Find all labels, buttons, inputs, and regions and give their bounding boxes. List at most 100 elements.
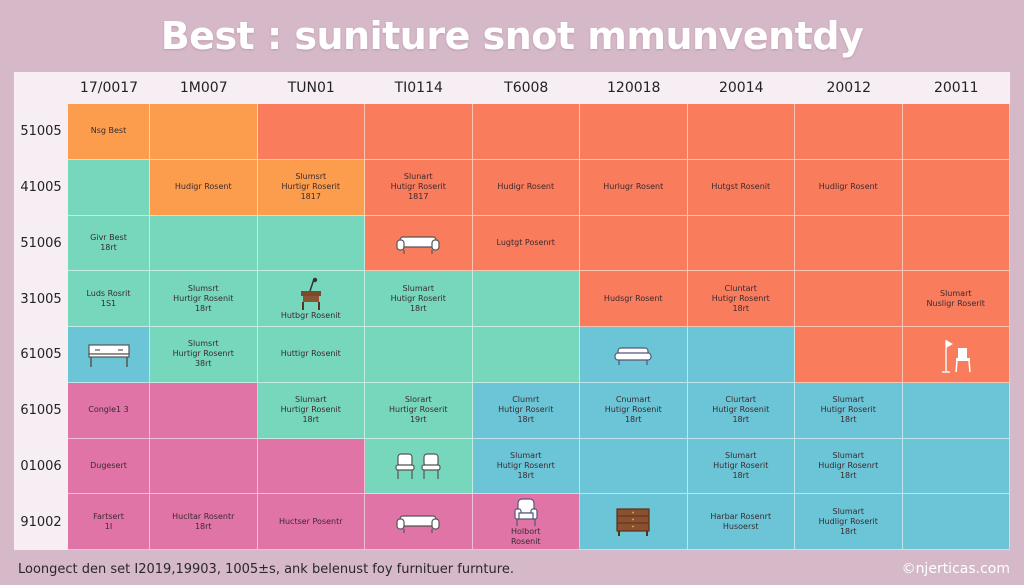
cell-text: Nusligr Roserit bbox=[926, 298, 985, 308]
cell-text: Clumrt bbox=[512, 395, 540, 405]
heatmap-cell bbox=[150, 382, 258, 439]
cell-text: 18rt bbox=[100, 242, 117, 252]
cell-text: Hurlugr Rosent bbox=[603, 182, 664, 192]
column-header: 20014 bbox=[687, 72, 795, 104]
heatmap-cell: Hudligr Rosent bbox=[795, 159, 903, 216]
cell-text: Luds Rosrit bbox=[86, 288, 131, 298]
corner-cell bbox=[14, 72, 68, 104]
heatmap-cell: Clurtart Hutigr Rosenit 18rt bbox=[687, 382, 795, 439]
cell-text: Hutigr Roserit bbox=[498, 405, 554, 415]
cell-text: Holbort bbox=[510, 527, 541, 537]
heatmap-cell bbox=[580, 215, 688, 272]
heatmap-cell bbox=[902, 494, 1010, 550]
heatmap-cell: Congle1 3 bbox=[68, 382, 150, 439]
heatmap-cell: Hudsgr Rosent bbox=[580, 271, 688, 327]
armchair-icon bbox=[513, 497, 539, 527]
cell-text: Hurtigr Roserit bbox=[389, 405, 448, 415]
sofa-icon bbox=[396, 510, 440, 534]
cell-text: Slumart bbox=[832, 450, 865, 460]
cell-text: Husoerst bbox=[722, 521, 759, 531]
cell-text: Hutigr Roserit bbox=[390, 182, 446, 192]
heatmap-cell: Hutbgr Rosenit bbox=[257, 271, 365, 327]
footer-caption: Loongect den set I2019,19903, 1005±s, an… bbox=[18, 562, 514, 577]
cell-text: Givr Best bbox=[90, 232, 127, 242]
cell-text: Hutigr Rosenrt bbox=[496, 460, 555, 470]
column-header: 20011 bbox=[902, 72, 1010, 104]
cell-text: Congle1 3 bbox=[88, 405, 129, 415]
cell-text: Slumart bbox=[832, 395, 865, 405]
cell-text: Dugesert bbox=[90, 460, 127, 470]
heatmap-cell bbox=[902, 327, 1010, 383]
cell-text: Clurtart bbox=[725, 395, 757, 405]
column-header: 120018 bbox=[580, 72, 688, 104]
heatmap-cell: Clumrt Hutigr Roserit 18rt bbox=[472, 382, 580, 439]
cell-text: Rosenit bbox=[510, 537, 541, 547]
heatmap-cell: Slumsrt Hurtigr Rosenit 18rt bbox=[150, 271, 258, 327]
row-label: 41005 bbox=[14, 159, 68, 216]
heatmap-cell bbox=[580, 438, 688, 495]
heatmap-cell bbox=[580, 327, 688, 383]
heatmap-cell bbox=[365, 438, 473, 495]
cell-text: Slumsrt bbox=[295, 172, 327, 182]
cell-text: Hutbgr Rosenit bbox=[280, 311, 341, 321]
cell-text: Hurtigr Rosenit bbox=[173, 293, 234, 303]
cell-text: Hutigr Rosenrt bbox=[711, 293, 770, 303]
heatmap-cell bbox=[795, 327, 903, 383]
heatmap-cell: Slumsrt Hurtigr Roserit 1817 bbox=[257, 159, 365, 216]
cell-text: Slorart bbox=[404, 395, 432, 405]
cell-text: 18rt bbox=[517, 415, 535, 425]
cell-text: 18rt bbox=[839, 415, 857, 425]
heatmap-cell bbox=[795, 215, 903, 272]
cell-text: 1S1 bbox=[100, 298, 117, 308]
cell-text: Slumart bbox=[725, 450, 757, 460]
cell-text: Hudigr Rosent bbox=[174, 182, 232, 192]
heatmap-cell bbox=[365, 327, 473, 383]
heatmap-cell: Slumart Hutigr Rosenrt 18rt bbox=[472, 438, 580, 495]
heatmap-cell: Lugtgt Posenrt bbox=[472, 215, 580, 272]
heatmap-grid: 17/0017 1M007 TUN01 TI0114 T6008 120018 20014 2… bbox=[14, 72, 1010, 550]
heatmap-cell bbox=[150, 215, 258, 272]
heatmap-cell: Hurlugr Rosent bbox=[580, 159, 688, 216]
credit-watermark: ©njerticas.com bbox=[901, 561, 1010, 577]
cell-text: Hutigr Rosenit bbox=[712, 405, 770, 415]
heatmap-cell: Dugesert bbox=[68, 438, 150, 495]
chair-lamp-icon bbox=[936, 336, 976, 374]
heatmap-cell bbox=[68, 159, 150, 216]
heatmap-cell bbox=[902, 104, 1010, 160]
column-header: TUN01 bbox=[257, 72, 365, 104]
cell-text: Hudligr Roserit bbox=[818, 516, 878, 526]
cell-text: Slunart bbox=[403, 172, 433, 182]
heatmap-cell bbox=[472, 104, 580, 160]
heatmap-cell: Hutgst Rosenit bbox=[687, 159, 795, 216]
cell-text: 18rt bbox=[732, 470, 750, 480]
column-header: T6008 bbox=[472, 72, 580, 104]
heatmap-cell: Slumart Hudligr Roserit 18rt bbox=[795, 494, 903, 550]
cell-text: Fartsert bbox=[93, 511, 124, 521]
cell-text: Hudigr Rosent bbox=[497, 182, 555, 192]
heatmap-cell bbox=[902, 382, 1010, 439]
heatmap-cell bbox=[150, 104, 258, 160]
cell-text: Harbar Rosenrt bbox=[710, 511, 772, 521]
row-label: 91002 bbox=[14, 494, 68, 550]
row-label: 01006 bbox=[14, 438, 68, 495]
heatmap-cell: Nsg Best bbox=[68, 104, 150, 160]
heatmap-cell bbox=[257, 215, 365, 272]
cell-text: 18rt bbox=[517, 470, 535, 480]
row-label: 51006 bbox=[14, 215, 68, 272]
column-header: 20012 bbox=[795, 72, 903, 104]
cell-text: Slumart bbox=[402, 283, 435, 293]
cell-text: Hutigr Roserit bbox=[820, 405, 876, 415]
heatmap-cell: Harbar Rosenrt Husoerst bbox=[687, 494, 795, 550]
heatmap-cell bbox=[150, 438, 258, 495]
heatmap-cell bbox=[902, 438, 1010, 495]
cell-text: Lugtgt Posenrt bbox=[496, 237, 555, 247]
cell-text: Slumsrt bbox=[187, 339, 219, 349]
heatmap-cell: Hudigr Rosent bbox=[150, 159, 258, 216]
cell-text: Hutigr Roserit bbox=[390, 293, 446, 303]
cell-text: Hudligr Rosent bbox=[818, 182, 878, 192]
cell-text: Cluntart bbox=[724, 283, 757, 293]
heatmap-cell bbox=[365, 104, 473, 160]
two-chairs-icon bbox=[394, 451, 442, 481]
cell-text: 18rt bbox=[624, 415, 642, 425]
heatmap-cell: Slumart Hutigr Roserit 18rt bbox=[687, 438, 795, 495]
